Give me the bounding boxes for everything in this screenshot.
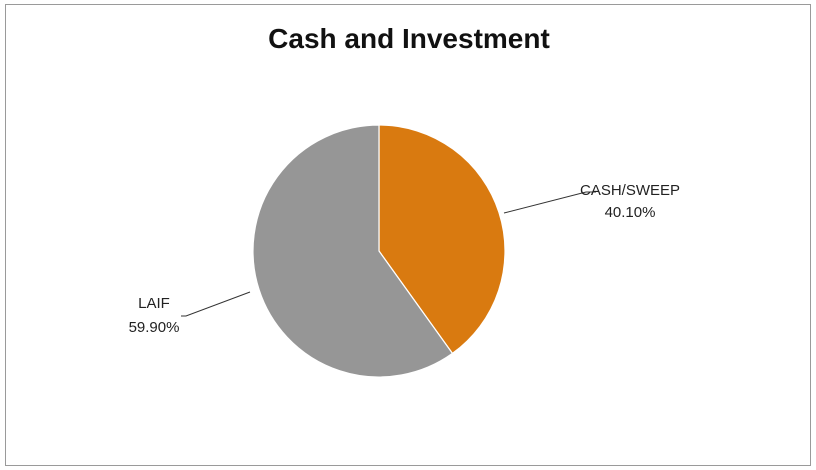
slice-labels: CASH/SWEEP 40.10% LAIF 59.90% xyxy=(129,182,680,336)
slice-category-label: LAIF xyxy=(138,295,170,312)
pie-slices xyxy=(252,124,506,378)
pie-slice-laif xyxy=(252,124,454,378)
pie-chart: CASH/SWEEP 40.10% LAIF 59.90% xyxy=(129,124,680,378)
chart-frame: Cash and Investment CASH/SWEEP 40.10% LAIF… xyxy=(5,4,811,466)
pie-slice-cash-sweep xyxy=(378,124,506,355)
chart-title: Cash and Investment xyxy=(268,23,550,54)
leader-line-laif xyxy=(181,291,251,317)
slice-category-label: CASH/SWEEP xyxy=(580,182,680,199)
leader-lines xyxy=(181,191,596,317)
slice-value-label: 40.10% xyxy=(605,204,656,221)
slice-value-label: 59.90% xyxy=(129,319,180,336)
leader-line-cash-sweep xyxy=(503,191,596,214)
